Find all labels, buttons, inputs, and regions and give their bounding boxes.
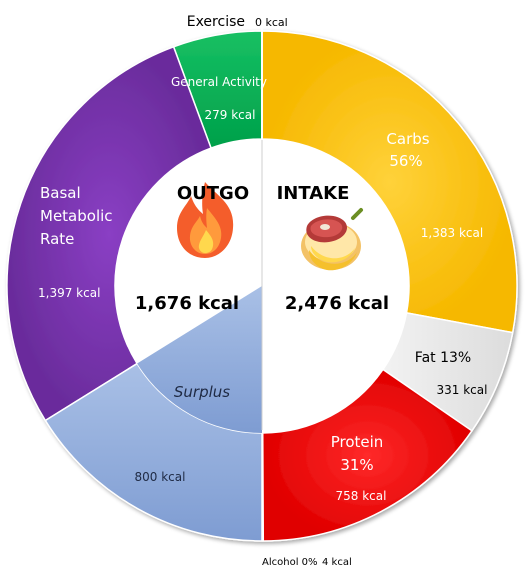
carbs-percent-label: 56% [389,152,422,170]
protein-value-label: 758 kcal [336,489,387,503]
outgo-total: 1,676 kcal [135,293,239,314]
intake-total: 2,476 kcal [285,293,389,314]
carbs-value-label: 1,383 kcal [421,226,483,240]
food-plate-icon [301,208,363,271]
bmr-label-line-1: Basal [40,184,81,202]
fat-value-label: 331 kcal [437,383,488,397]
general-activity-label: General Activity [171,75,267,89]
surplus-label: Surplus [174,383,230,401]
bmr-label-line-2: Metabolic [40,207,113,225]
carbs-label: Carbs [386,130,429,148]
fat-name-label: Fat 13% [415,350,471,366]
general-activity-value-label: 279 kcal [205,108,256,122]
outgo-heading: OUTGO [177,183,249,204]
alcohol-value-label: 4 kcal [322,557,352,568]
exercise-value-label: 0 kcal [255,16,288,29]
alcohol-label: Alcohol 0% [262,557,318,568]
protein-label: Protein [331,433,384,451]
chart-labels: Exercise 0 kcal General Activity 279 kcal Ba… [38,14,487,568]
bmr-label-line-3: Rate [40,230,74,248]
bmr-value-label: 1,397 kcal [38,286,100,300]
segment-surplus-inner [137,286,262,433]
surplus-value-label: 800 kcal [135,470,186,484]
flame-icon [177,182,234,258]
intake-heading: INTAKE [277,183,350,204]
donut-ring [6,30,518,542]
protein-percent-label: 31% [340,456,373,474]
exercise-label: Exercise [187,14,245,30]
